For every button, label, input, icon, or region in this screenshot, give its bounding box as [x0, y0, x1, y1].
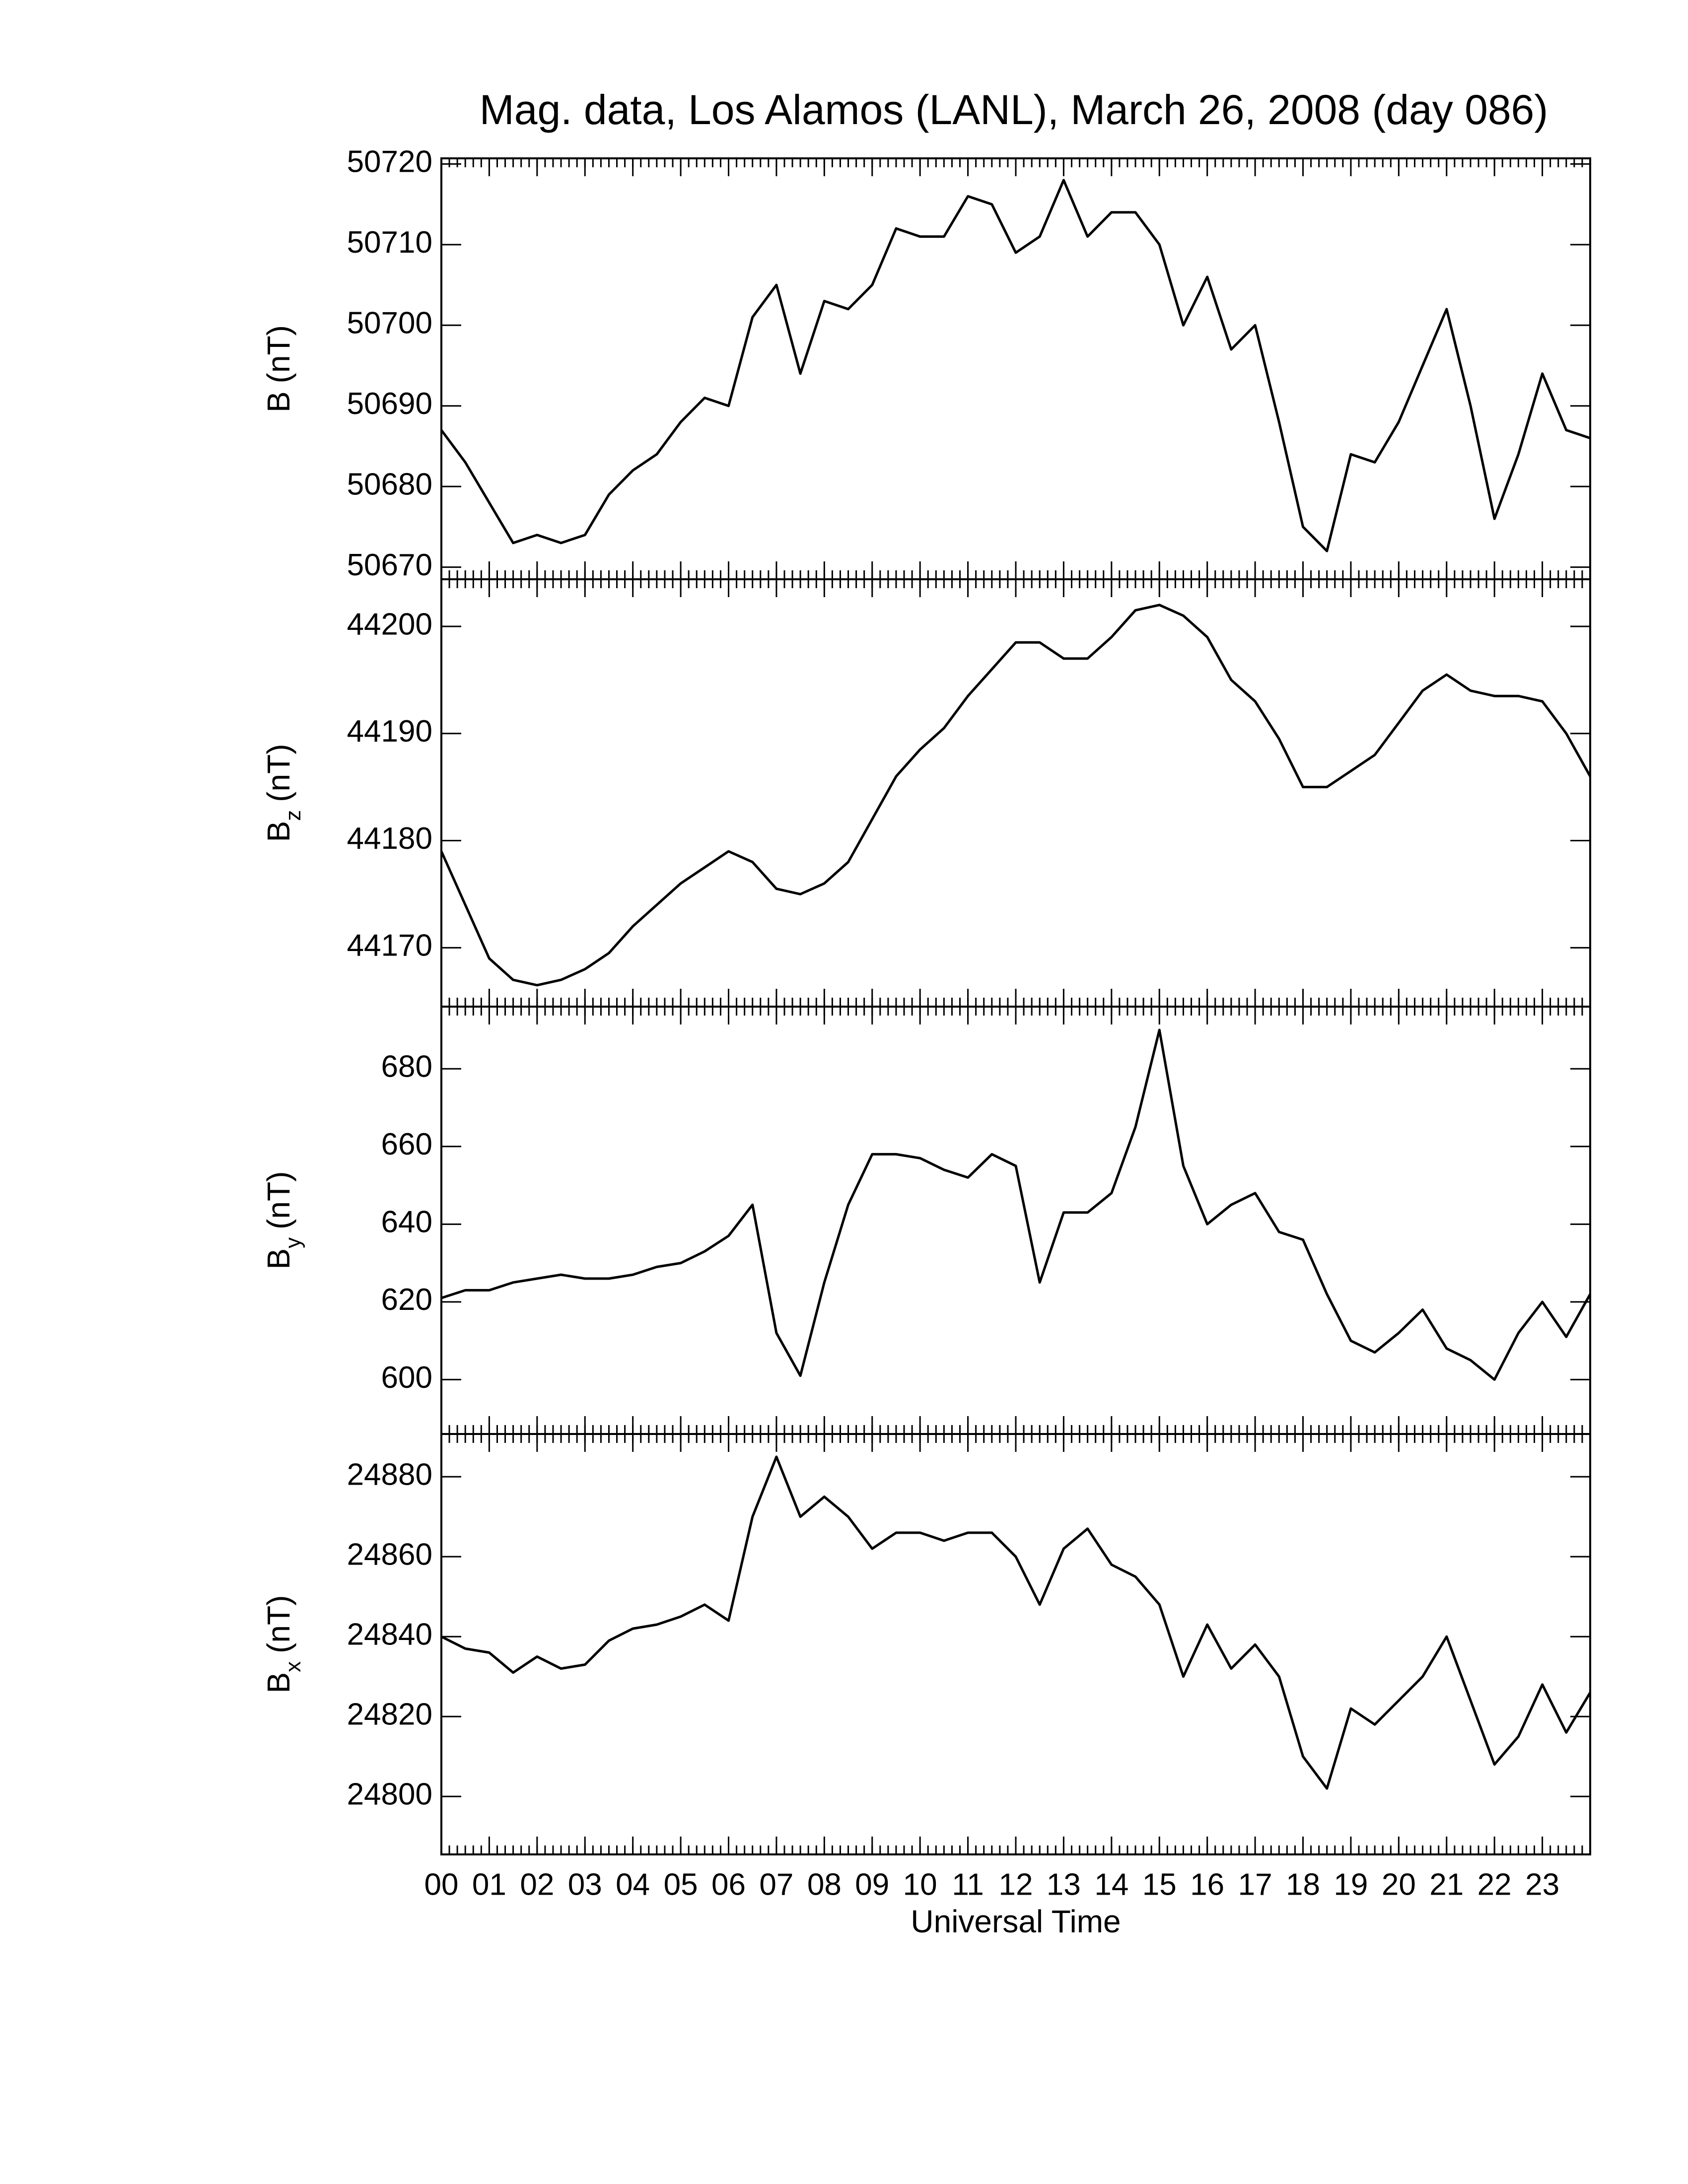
y-tick-label: 680	[381, 1050, 432, 1084]
y-tick-label: 620	[381, 1283, 432, 1317]
y-tick-label: 50700	[347, 306, 432, 341]
data-line	[441, 1028, 1592, 1381]
y-tick-label: 640	[381, 1205, 432, 1239]
x-tick-label: 00	[424, 1867, 459, 1902]
y-tick-label: 24840	[347, 1618, 432, 1652]
y-tick-label: 44190	[347, 714, 432, 749]
plot-frame	[440, 1006, 1591, 1435]
y-tick-label: 44180	[347, 821, 432, 856]
x-tick-label: 11	[952, 1867, 984, 1902]
y-tick-label: 44200	[347, 607, 432, 641]
x-tick-label: 06	[711, 1867, 746, 1902]
y-tick-label: 24820	[347, 1698, 432, 1732]
x-tick-label: 05	[664, 1867, 698, 1902]
x-tick-label: 10	[903, 1867, 937, 1902]
y-tick-label: 600	[381, 1361, 432, 1395]
plot-frame	[440, 1433, 1591, 1855]
x-tick-label: 09	[855, 1867, 889, 1902]
y-label-symbol: B	[261, 1248, 296, 1270]
x-axis-label: Universal Time	[911, 1904, 1121, 1939]
y-label-symbol: B	[261, 821, 296, 842]
x-tick-label: 04	[616, 1867, 650, 1902]
x-tick-label: 18	[1286, 1867, 1320, 1902]
y-label-subscript: x	[281, 1661, 305, 1672]
y-axis-label: Bx (nT)	[261, 1595, 305, 1694]
y-label-unit: (nT)	[261, 325, 296, 383]
x-tick-label: 22	[1477, 1867, 1512, 1902]
x-tick-label: 14	[1094, 1867, 1128, 1902]
y-tick-label: 24880	[347, 1458, 432, 1492]
y-axis-label: B (nT)	[261, 325, 296, 412]
y-tick-label: 24800	[347, 1777, 432, 1812]
y-label-unit: (nT)	[261, 1171, 296, 1229]
y-tick-label: 50680	[347, 468, 432, 502]
x-tick-label: 12	[999, 1867, 1033, 1902]
y-label-subscript: y	[281, 1237, 305, 1248]
x-tick-label: 01	[472, 1867, 506, 1902]
x-tick-label: 20	[1382, 1867, 1416, 1902]
y-tick-label: 50710	[347, 225, 432, 260]
plot-frame	[440, 157, 1591, 580]
y-label-unit: (nT)	[261, 744, 296, 802]
y-axis-label: Bz (nT)	[261, 744, 305, 842]
data-line	[440, 179, 1591, 552]
chart-title: Mag. data, Los Alamos (LANL), March 26, …	[480, 86, 1548, 133]
y-label-symbol: B	[261, 391, 296, 412]
y-label-unit: (nT)	[261, 1595, 296, 1653]
x-tick-label: 03	[568, 1867, 602, 1902]
data-line	[440, 604, 1592, 987]
x-tick-label: 02	[520, 1867, 554, 1902]
x-tick-label: 23	[1525, 1867, 1559, 1902]
data-line	[440, 1455, 1592, 1790]
y-axis-label: By (nT)	[261, 1171, 305, 1270]
x-tick-label: 17	[1238, 1867, 1272, 1902]
y-tick-label: 50670	[347, 548, 432, 582]
y-tick-label: 50720	[347, 145, 432, 179]
y-tick-label: 44170	[347, 929, 432, 963]
x-tick-label: 19	[1334, 1867, 1368, 1902]
y-tick-label: 50690	[347, 387, 432, 421]
x-tick-label: 07	[759, 1867, 793, 1902]
y-label-symbol: B	[261, 1672, 296, 1694]
x-tick-label: 16	[1190, 1867, 1224, 1902]
x-tick-label: 15	[1142, 1867, 1177, 1902]
x-tick-label: 08	[807, 1867, 842, 1902]
x-tick-label: 21	[1429, 1867, 1464, 1902]
y-label-subscript: z	[281, 810, 305, 821]
y-tick-label: 24860	[347, 1538, 432, 1572]
y-tick-label: 660	[381, 1127, 432, 1161]
x-tick-label: 13	[1047, 1867, 1081, 1902]
